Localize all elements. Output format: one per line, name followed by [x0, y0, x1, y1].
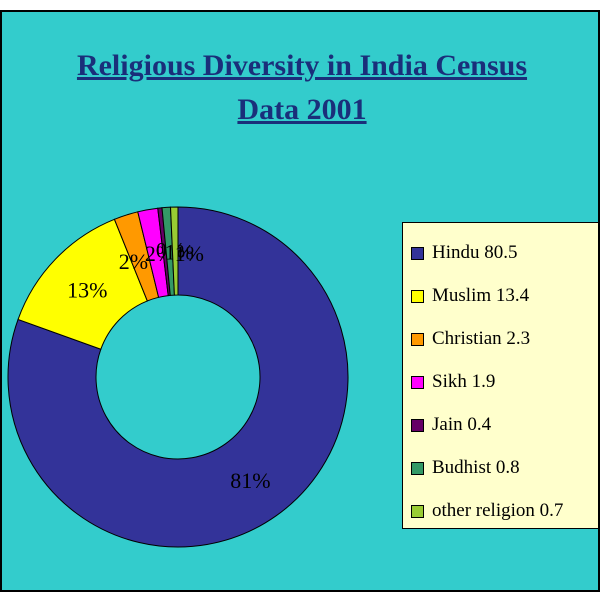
- chart-title-line-1: Religious Diversity in India Census: [76, 49, 528, 82]
- legend-item: Jain 0.4: [411, 405, 491, 445]
- legend-item: Muslim 13.4: [411, 276, 529, 316]
- legend-label: other religion 0.7: [432, 500, 564, 521]
- legend-swatch: [411, 504, 424, 518]
- legend-item: Hindu 80.5: [411, 233, 518, 273]
- legend-swatch: [411, 375, 424, 389]
- data-label-other: 1%: [175, 241, 204, 266]
- legend: Hindu 80.5 Muslim 13.4 Christian 2.3 Sikh 1…: [402, 222, 598, 531]
- legend-label: Sikh 1.9: [432, 371, 496, 392]
- legend-item: Sikh 1.9: [411, 362, 495, 402]
- legend-swatch: [411, 418, 424, 432]
- data-label-hindu: 81%: [230, 468, 270, 493]
- legend-item: Budhist 0.8: [411, 448, 520, 488]
- legend-label: Jain 0.4: [432, 414, 492, 435]
- legend-swatch: [411, 461, 424, 475]
- legend-label: Muslim 13.4: [432, 285, 530, 306]
- donut-chart: 81%13%2%2%0%1%1%: [7, 206, 349, 548]
- chart-title: Religious Diversity in India Census Data…: [2, 44, 598, 132]
- legend-item: Christian 2.3: [411, 319, 530, 359]
- chart-title-line-2: Data 2001: [237, 93, 367, 126]
- donut-slice-hindu: [7, 206, 349, 548]
- legend-label: Budhist 0.8: [432, 457, 520, 478]
- data-label-budhist: 1%: [165, 239, 194, 264]
- legend-item: other religion 0.7: [411, 491, 563, 531]
- data-label-muslim: 13%: [67, 278, 107, 303]
- chart-area: Religious Diversity in India Census Data…: [0, 10, 600, 592]
- data-label-christian: 2%: [119, 249, 148, 274]
- legend-swatch: [411, 289, 424, 303]
- legend-swatch: [411, 246, 424, 260]
- legend-swatch: [411, 332, 424, 346]
- legend-label: Hindu 80.5: [432, 242, 518, 263]
- donut-slice-other: [170, 206, 179, 296]
- legend-label: Christian 2.3: [432, 328, 531, 349]
